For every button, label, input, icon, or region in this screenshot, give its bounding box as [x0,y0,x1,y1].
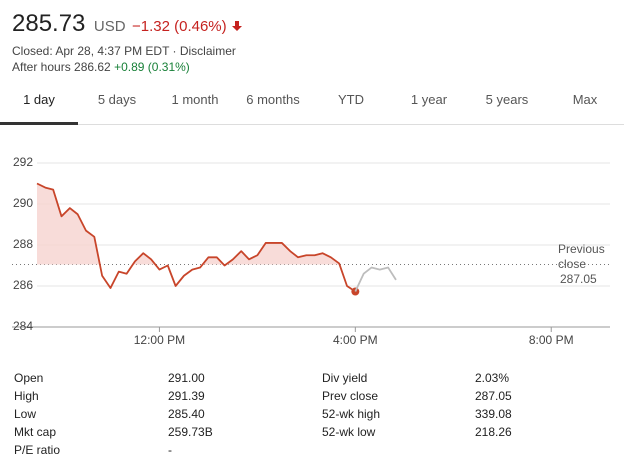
stat-label: Mkt cap [14,425,57,439]
x-tick-label: 12:00 PM [134,333,185,347]
closed-note: Closed: Apr 28, 4:37 PM EDT · Disclaimer [12,44,236,58]
stat-value: 291.00 [168,371,205,385]
y-tick-label: 288 [13,237,33,251]
line [36,182,356,293]
stat-label: Open [14,371,44,385]
stat-label: Low [14,407,37,421]
reference-value: 287.05 [560,272,597,287]
stat-value: - [168,443,172,457]
chart: 284 286 288 290 292 12:00 PM 4:00 PM 8:00 PM [12,155,610,347]
tab[interactable]: Max [572,92,598,107]
stat-label: 52-wk low [322,425,376,439]
reference-label: Previous close [558,242,605,272]
stat-label: 52-wk high [322,407,381,421]
divider [0,124,624,125]
active-tab-underline [0,122,78,125]
stat-label: P/E ratio [14,443,61,457]
y-tick-label: 292 [13,155,33,169]
currency: USD [93,18,126,35]
price: 285.73 [12,10,86,37]
price-row: 285.73 USD −1.32 (0.46%) [12,10,243,38]
y-tick-label: 284 [13,319,33,333]
stat-value: 287.05 [475,389,512,403]
down-arrow [232,21,243,31]
y-tick-label: 286 [13,278,33,292]
stat-value: 339.08 [475,407,512,421]
tab[interactable]: 5 days [97,92,137,107]
tab[interactable]: 1 month [171,92,219,107]
stat-label: High [14,389,39,403]
after-hours-change: +0.89 (0.31%) [114,60,190,74]
stat-label: Prev close [322,389,379,403]
x-tick-label: 4:00 PM [333,333,378,347]
tab[interactable]: 1 day [23,92,55,107]
tab[interactable]: 1 year [410,92,448,107]
tab[interactable]: YTD [338,92,364,107]
tab[interactable]: 5 years [485,92,529,107]
area [37,183,356,265]
stat-label: Div yield [322,371,368,385]
line [354,266,397,292]
stat-value: 218.26 [475,425,512,439]
stat-value: 2.03% [475,371,510,385]
stat-value: 259.73B [168,425,213,439]
x-tick-label: 8:00 PM [529,333,574,347]
after-hours: After hours 286.62 [12,60,111,74]
after-hours-row: After hours 286.62 +0.89 (0.31%) [12,60,190,74]
tab[interactable]: 6 months [246,92,300,107]
stat-value: 285.40 [168,407,205,421]
y-tick-label: 290 [13,196,33,210]
change: −1.32 (0.46%) [131,18,227,35]
stat-value: 291.39 [168,389,205,403]
